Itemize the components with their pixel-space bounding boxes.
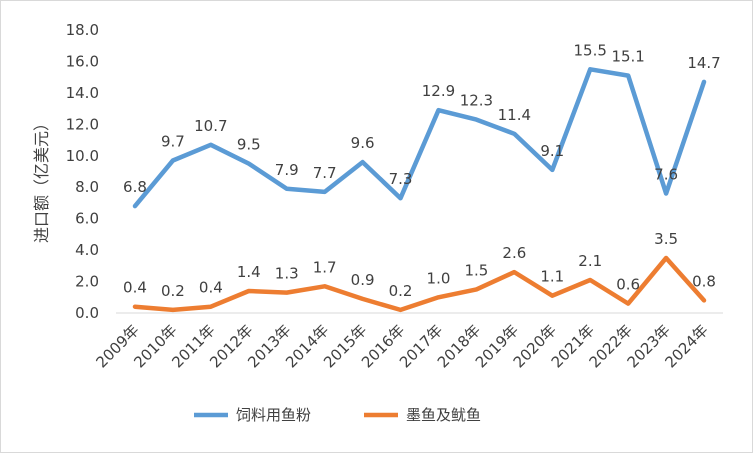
data-label: 1.5 [464, 261, 488, 279]
data-label: 0.9 [351, 271, 375, 289]
x-axis-ticks: 2009年2010年2011年2012年2013年2014年2015年2016年… [92, 321, 711, 371]
data-label: 1.3 [275, 265, 299, 283]
data-label: 7.6 [654, 166, 678, 184]
y-tick-label: 0.0 [75, 304, 99, 322]
y-tick-label: 10.0 [66, 147, 99, 165]
y-axis-ticks: 0.0 2.0 4.0 6.0 8.0 10.0 12.0 14.0 16.0 18.0 [66, 21, 99, 322]
y-axis-title: 进口额（亿美元） [32, 115, 51, 243]
legend: 饲料用鱼粉 墨鱼及鱿鱼 [194, 406, 481, 424]
data-label: 7.9 [275, 161, 299, 179]
data-label: 0.2 [161, 282, 185, 300]
y-tick-label: 8.0 [75, 178, 99, 196]
data-label: 7.3 [389, 170, 413, 188]
data-label: 1.1 [540, 268, 564, 286]
data-label: 7.7 [313, 164, 337, 182]
data-label: 0.6 [616, 276, 640, 294]
data-label: 6.8 [123, 178, 147, 196]
series-line-1 [132, 67, 707, 209]
data-label: 9.7 [161, 132, 185, 150]
y-tick-label: 18.0 [66, 21, 99, 39]
data-label: 11.4 [498, 106, 531, 124]
data-label: 9.6 [351, 134, 375, 152]
data-label: 1.4 [237, 263, 261, 281]
data-label: 0.4 [123, 279, 147, 297]
y-tick-label: 14.0 [66, 84, 99, 102]
data-label: 12.3 [460, 92, 493, 110]
y-tick-label: 16.0 [66, 52, 99, 70]
data-label: 10.7 [194, 117, 227, 135]
y-tick-label: 2.0 [75, 273, 99, 291]
data-label: 0.4 [199, 279, 223, 297]
data-label: 9.5 [237, 136, 261, 154]
data-label: 1.7 [313, 258, 337, 276]
data-label: 1.0 [427, 269, 451, 287]
data-label: 14.7 [687, 54, 720, 72]
data-labels: 6.8 9.7 10.7 9.5 7.9 7.7 9.6 7.3 12.9 12.3 11.4 9.1… [123, 41, 721, 300]
legend-label: 饲料用鱼粉 [236, 406, 311, 424]
data-label: 0.8 [692, 272, 716, 290]
legend-label: 墨鱼及鱿鱼 [406, 406, 481, 424]
x-tick-label: 2024年 [662, 321, 712, 371]
y-tick-label: 6.0 [75, 210, 99, 228]
data-label: 15.1 [611, 48, 644, 66]
data-label: 12.9 [422, 82, 455, 100]
series-line-2 [132, 255, 707, 313]
data-label: 9.1 [540, 142, 564, 160]
y-tick-label: 4.0 [75, 241, 99, 259]
y-tick-label: 12.0 [66, 115, 99, 133]
data-label: 2.1 [578, 252, 602, 270]
series-lines [132, 67, 707, 313]
data-label: 0.2 [389, 282, 413, 300]
data-label: 2.6 [502, 244, 526, 262]
data-label: 15.5 [574, 41, 607, 59]
data-label: 3.5 [654, 230, 678, 248]
